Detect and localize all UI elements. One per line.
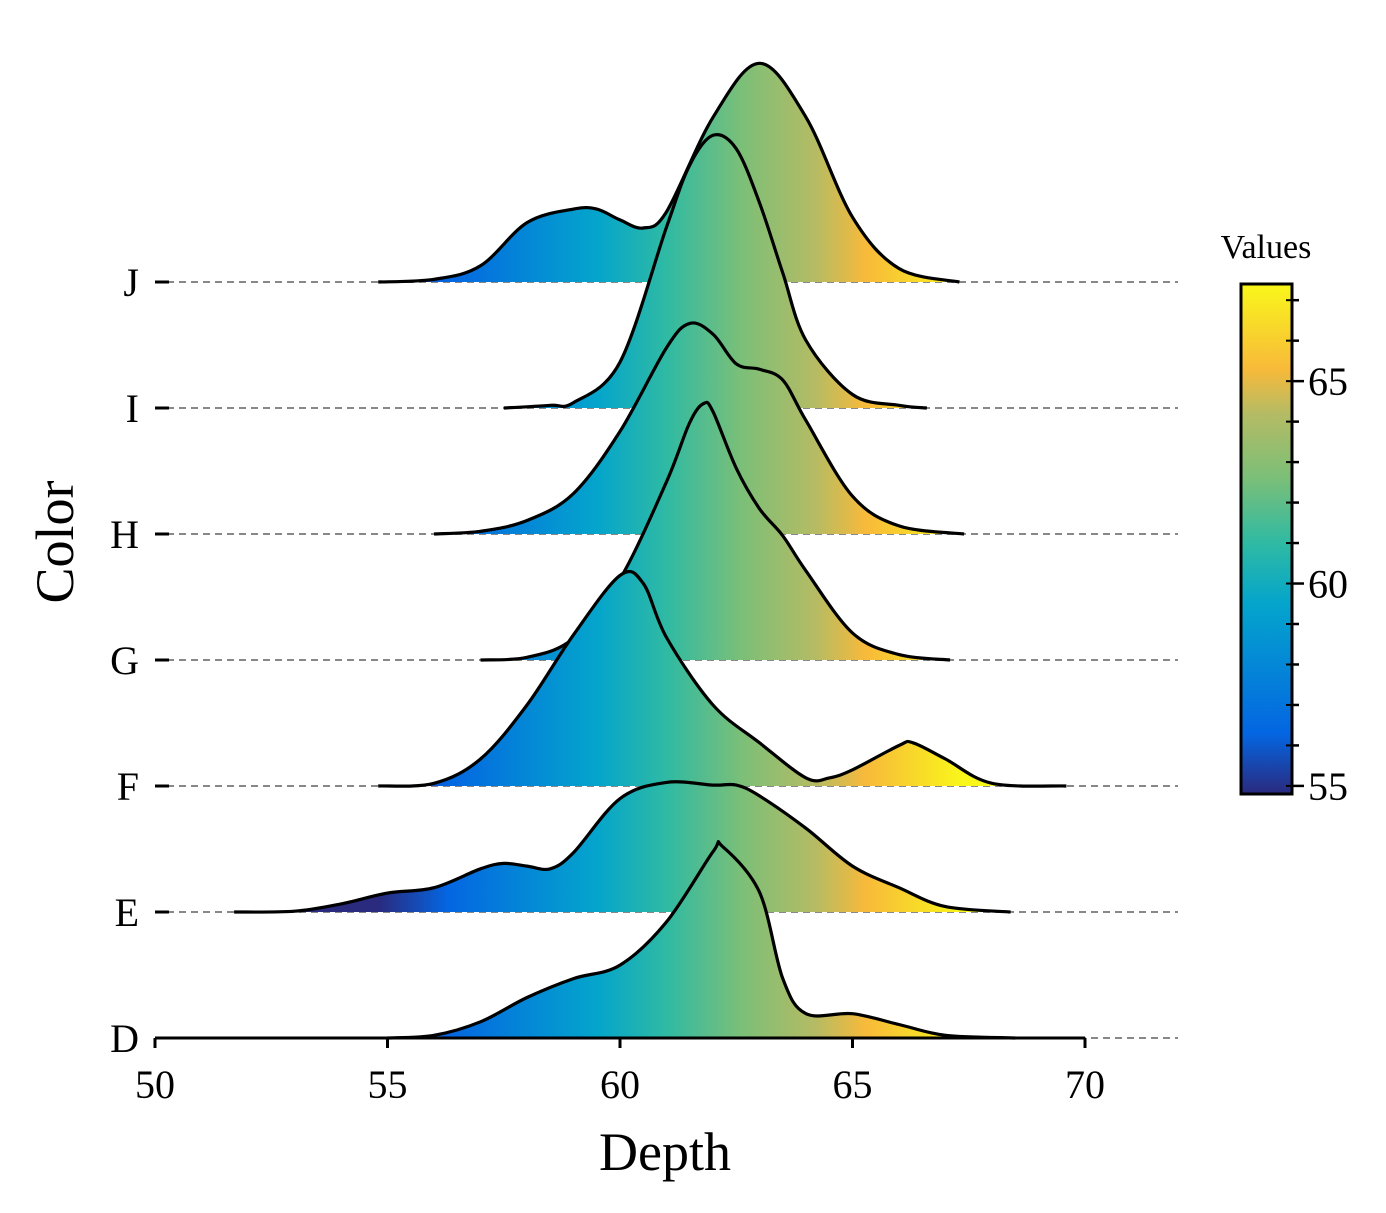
y-tick-label-h: H xyxy=(110,512,139,557)
ridge-outline-j xyxy=(378,61,960,284)
x-tick-label-70: 70 xyxy=(1065,1062,1105,1107)
ridge-fill-i xyxy=(503,134,927,408)
colorbar-tick-label-65: 65 xyxy=(1308,359,1348,404)
ridge-fill-d xyxy=(387,841,1016,1038)
ridge-fill-f xyxy=(378,571,1067,787)
y-tick-label-g: G xyxy=(110,638,139,683)
x-tick-label-65: 65 xyxy=(833,1062,873,1107)
y-axis-title: Color xyxy=(25,480,85,603)
ridges-layer xyxy=(155,61,1178,1040)
y-tick-label-j: J xyxy=(123,260,139,305)
colorbar-title: Values xyxy=(1221,229,1312,266)
y-tick-label-i: I xyxy=(126,386,139,431)
ridge-outline-d xyxy=(387,840,1016,1040)
x-axis-title: Depth xyxy=(599,1122,731,1182)
y-tick-label-e: E xyxy=(115,890,139,935)
ridge-outline-i xyxy=(503,133,928,410)
ridge-outline-h xyxy=(433,321,965,536)
x-tick-label-55: 55 xyxy=(368,1062,408,1107)
colorbar-bar xyxy=(1239,282,1294,796)
y-tick-label-d: D xyxy=(110,1016,139,1061)
ridge-outline-f xyxy=(378,569,1067,788)
ridge-fill-g xyxy=(480,402,951,660)
y-tick-label-f: F xyxy=(117,764,139,809)
colorbar: Values 55 60 65 xyxy=(1221,229,1348,809)
axes-layer: D E F G H I J 50 55 60 65 70 xyxy=(110,260,1105,1107)
x-tick-label-50: 50 xyxy=(135,1062,175,1107)
colorbar-tick-label-55: 55 xyxy=(1308,764,1348,809)
ridge-outline-e xyxy=(234,780,1011,914)
ridge-fill-j xyxy=(378,63,960,282)
ridge-fill-e xyxy=(234,781,1011,913)
x-tick-label-60: 60 xyxy=(600,1062,640,1107)
colorbar-tick-label-60: 60 xyxy=(1308,562,1348,607)
